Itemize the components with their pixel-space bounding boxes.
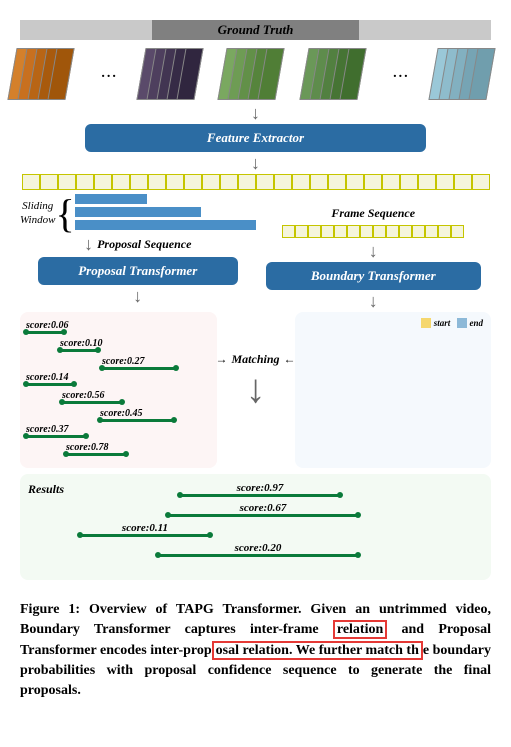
proposal-transformer-box: Proposal Transformer — [38, 257, 238, 285]
gt-seg-right — [359, 20, 491, 40]
result-score: score:0.97 — [180, 482, 340, 497]
proposal-score: score:0.27 — [102, 356, 176, 370]
proposal-score: score:0.14 — [26, 372, 74, 386]
ground-truth-bar: Ground Truth — [20, 20, 491, 40]
frame-sequence-bar — [256, 225, 492, 238]
arrow-down-matching: ↓ — [221, 369, 291, 409]
frame-group — [15, 48, 74, 100]
legend-start: start — [434, 318, 451, 328]
proposal-score: score:0.37 — [26, 424, 86, 438]
frame-sequence-label: Frame Sequence — [256, 206, 492, 221]
result-score: score:0.20 — [158, 542, 358, 557]
video-frames-row: ...... — [20, 48, 491, 100]
sliding-bars: → — [75, 194, 256, 233]
proposal-score: score:0.06 — [26, 320, 69, 334]
figure-container: Ground Truth ...... ↓ Feature Extractor … — [20, 20, 491, 701]
sliding-brace: { — [55, 196, 74, 232]
matching-label: →Matching← — [221, 352, 291, 367]
proposal-score: score:0.10 — [60, 338, 103, 352]
legend: start end — [417, 318, 483, 330]
gt-label: Ground Truth — [152, 20, 359, 40]
boundary-bar-chart — [307, 356, 480, 456]
legend-end: end — [470, 318, 484, 328]
results-box: Results score:0.97score:0.67score:0.11sc… — [20, 474, 491, 580]
proposal-score: score:0.45 — [100, 408, 174, 422]
proposal-score-box: score:0.06 score:0.10 score:0.27 score:0.14… — [20, 312, 217, 468]
proposal-score: score:0.56 — [62, 390, 122, 404]
sliding-window-label: SlidingWindow — [20, 200, 55, 226]
feature-extractor-box: Feature Extractor — [85, 124, 427, 152]
result-score: score:0.67 — [168, 502, 358, 517]
frame-group — [436, 48, 495, 100]
main-sequence — [20, 174, 491, 190]
middle-section: SlidingWindow { → ↓ Proposal Sequence Pr… — [20, 194, 491, 312]
boundary-chart-box: start end — [295, 312, 492, 468]
arrow-down-3: ↓ — [20, 287, 256, 305]
proposal-sequence-label: Proposal Sequence — [97, 237, 191, 252]
frame-group — [145, 48, 204, 100]
proposal-score: score:0.78 — [66, 442, 126, 456]
arrow-down-1: ↓ — [20, 104, 491, 122]
sliding-window: SlidingWindow { → — [20, 194, 256, 233]
frame-group — [307, 48, 366, 100]
arrow-down-4: ↓ — [256, 242, 492, 260]
right-column: Frame Sequence ↓ Boundary Transformer ↓ — [256, 194, 492, 312]
boundary-transformer-box: Boundary Transformer — [266, 262, 481, 290]
arrow-down-2: ↓ — [20, 154, 491, 172]
left-column: SlidingWindow { → ↓ Proposal Sequence Pr… — [20, 194, 256, 312]
frame-dots: ... — [101, 66, 118, 82]
caption-highlight-2: osal relation. We further match th — [212, 641, 423, 660]
gt-seg-left — [20, 20, 152, 40]
caption-highlight-1: relation — [333, 620, 387, 639]
frame-group — [226, 48, 285, 100]
figure-caption: Figure 1: Overview of TAPG Transformer. … — [20, 600, 491, 701]
result-score: score:0.11 — [80, 522, 210, 537]
frame-dots: ... — [393, 66, 410, 82]
arrow-down-5: ↓ — [256, 292, 492, 310]
